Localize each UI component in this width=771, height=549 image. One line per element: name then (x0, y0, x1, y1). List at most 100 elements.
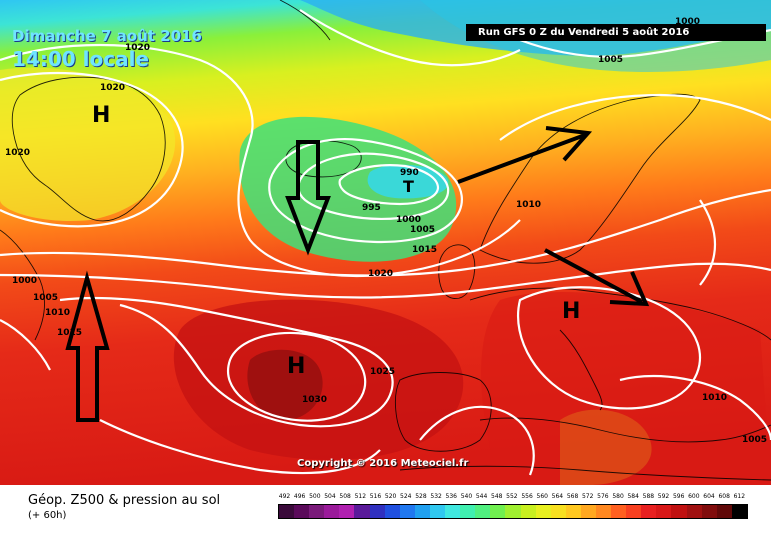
svalbard-coast (279, 0, 331, 41)
color-scale-swatch (686, 505, 702, 518)
isobar-label: 1010 (516, 200, 541, 210)
isobar-9 (227, 331, 367, 422)
color-scale-label: 596 (672, 493, 685, 500)
iberia-coast (395, 372, 492, 452)
color-scale-swatch (294, 505, 310, 518)
color-scale-swatch (626, 505, 642, 518)
color-scale-label: 576 (597, 493, 609, 500)
isobar-label: 1000 (396, 215, 421, 225)
color-scale-swatch (339, 505, 355, 518)
color-scale-swatch (460, 505, 476, 518)
ridge-greenland (0, 67, 176, 221)
color-scale-label: 492 (278, 493, 291, 500)
color-scale-swatch (324, 505, 340, 518)
italy-coast (559, 329, 603, 411)
isobar-label: 1000 (675, 17, 700, 27)
isobar-label: 1000 (12, 276, 37, 286)
color-scale-label: 588 (642, 493, 655, 500)
arrow-northeast-scandinavia-shaft (457, 133, 586, 184)
color-scale-swatch (595, 505, 612, 518)
color-scale-label: 528 (415, 493, 427, 500)
color-scale-swatch (505, 505, 521, 518)
ridge-east (481, 291, 771, 485)
color-scale-swatch (731, 505, 747, 518)
color-scale-label: 500 (309, 493, 321, 500)
color-scale-label: 540 (460, 493, 473, 500)
color-scale-swatch (641, 505, 657, 518)
color-scale-label: 608 (718, 493, 730, 500)
ridge-azores-core (247, 349, 323, 420)
isobar-6 (0, 188, 771, 277)
isobar-label: 1010 (702, 393, 727, 403)
flow-arrows (65, 126, 650, 422)
low-center-iceland: T (403, 177, 414, 196)
isobar-5 (338, 164, 440, 206)
mediterranean-coast (479, 417, 771, 443)
color-scale-labels: 492 496 500 504 508 512 516 520 524 528 532 536 540 5… (278, 493, 748, 503)
arrow-up-atlantic (65, 270, 110, 422)
high-center-azores: H (287, 354, 305, 379)
color-scale-swatch (309, 505, 325, 518)
color-scale-label: 604 (703, 493, 715, 500)
color-scale-swatch (520, 505, 536, 518)
color-scale-label: 520 (384, 493, 397, 500)
greenland-coast (11, 76, 166, 222)
color-scale-swatch (716, 505, 732, 518)
ridge-southeast (560, 409, 652, 485)
isobar-11 (419, 405, 535, 476)
color-scale-swatch (550, 505, 566, 518)
weather-map: 1020 1020 1020 1000 1005 1010 1015 995 9… (0, 0, 771, 485)
north-africa-coast (399, 465, 771, 481)
isobar-12 (517, 286, 702, 410)
color-scale-swatch (384, 505, 400, 518)
isobar-label: 1010 (45, 308, 70, 318)
color-scale-label: 508 (339, 493, 351, 500)
color-scale-label: 552 (506, 493, 518, 500)
isobar-13 (619, 374, 771, 441)
color-scale-swatch (414, 505, 430, 518)
color-scale-label: 580 (612, 493, 624, 500)
scandinavia-coast (479, 93, 701, 264)
high-center-greenland: H (92, 103, 110, 128)
isobar-label: 990 (400, 168, 419, 178)
isobar-label: 1020 (368, 269, 393, 279)
isobar-label: 995 (362, 203, 381, 213)
color-scale-label: 584 (627, 493, 639, 500)
forecast-date: Dimanche 7 août 2016 (12, 27, 202, 45)
color-scale-bar (278, 504, 748, 519)
color-scale-label: 612 (733, 493, 746, 500)
color-scale-swatch (475, 505, 491, 518)
color-scale-swatch (671, 505, 687, 518)
isobar-14 (499, 93, 771, 141)
high-center-europe: H (562, 299, 580, 324)
color-scale-swatch (611, 505, 627, 518)
color-scale-label: 556 (521, 493, 533, 500)
isobar-8 (59, 296, 394, 428)
color-scale-label: 568 (566, 493, 579, 500)
arrow-down-iceland (285, 140, 331, 256)
isobar-2 (0, 43, 521, 278)
forecast-time: 14:00 locale (12, 47, 149, 71)
isobar-10 (99, 419, 381, 475)
color-scale-label: 504 (324, 493, 336, 500)
arrow-southeast-europe-head (609, 271, 650, 307)
color-scale-swatch (445, 505, 461, 518)
color-scale-label: 560 (536, 493, 548, 500)
isobar-label: 1005 (33, 293, 58, 303)
legend-title: Géop. Z500 & pression au sol (28, 493, 221, 508)
isobar-label: 1005 (598, 55, 623, 65)
color-scale-label: 496 (293, 493, 306, 500)
color-scale-label: 600 (688, 493, 700, 500)
color-scale-swatch (656, 505, 672, 518)
color-scale-swatch (580, 505, 596, 518)
color-scale-label: 548 (491, 493, 503, 500)
color-scale-swatch (399, 505, 415, 518)
color-scale-swatch (535, 505, 551, 518)
color-scale-swatch (429, 505, 446, 518)
color-scale-swatch (354, 505, 370, 518)
color-scale-label: 572 (581, 493, 594, 500)
canada-coast (0, 229, 45, 341)
isobar-label: 1005 (410, 225, 435, 235)
color-scale-label: 564 (551, 493, 564, 500)
isobar-label: 1020 (100, 83, 125, 93)
